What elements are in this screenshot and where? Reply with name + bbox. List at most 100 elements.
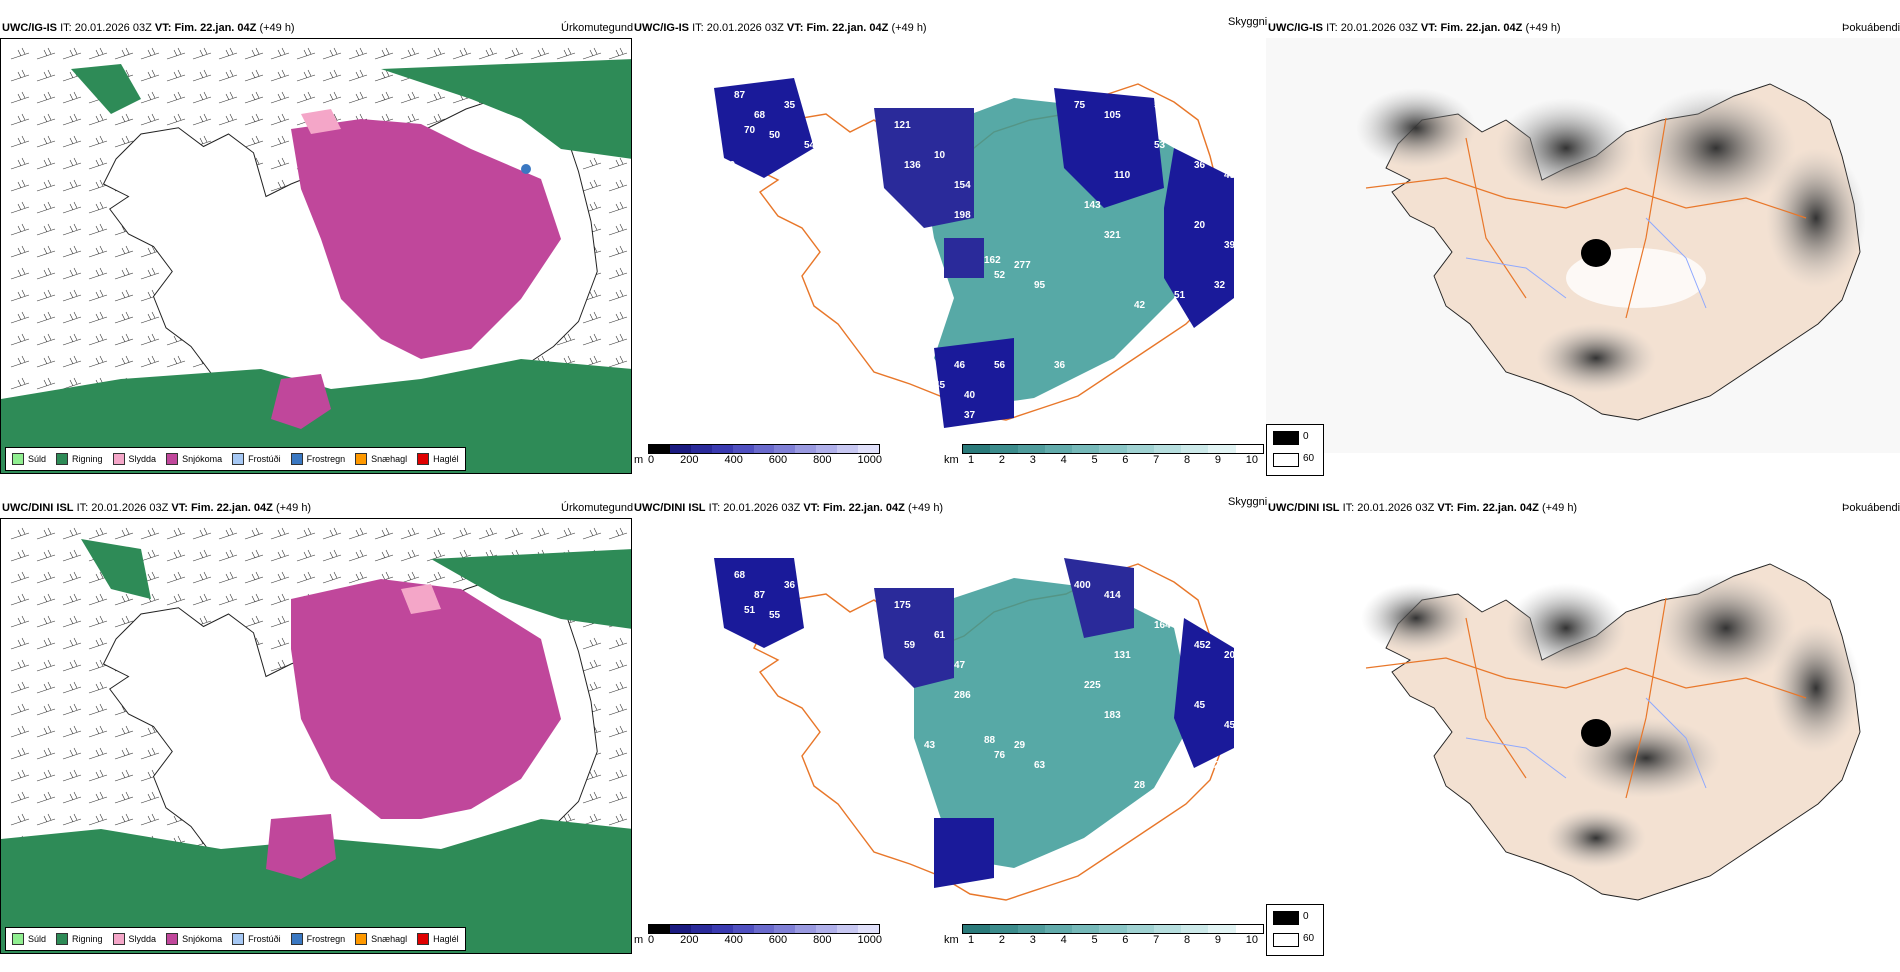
legend-item: Snjókoma — [166, 453, 222, 465]
wind-barb — [62, 333, 82, 346]
wind-barb — [62, 289, 82, 302]
visibility-colorbar-m: m 0 200 400 600 800 1000 — [634, 444, 882, 472]
river-network — [1465, 697, 1707, 789]
wind-barb — [36, 311, 56, 324]
wind-barb — [62, 571, 82, 584]
wind-barb — [244, 527, 264, 540]
wind-barb — [374, 47, 394, 60]
wind-barb — [218, 91, 238, 104]
wind-barb — [10, 311, 30, 324]
colorbar-segment — [816, 925, 838, 933]
low-visibility-center — [944, 238, 984, 278]
fog-legend-swatch-light — [1273, 933, 1299, 947]
valid-label: VT: — [154, 22, 172, 34]
visibility-map[interactable]: 68 87 36 51 55 76 76 86 175 59 61 47 286 400 414 56 164 1… — [634, 518, 1264, 933]
wind-barb — [166, 571, 186, 584]
colorbar-segment — [732, 925, 754, 933]
visibility-labels: 68 87 36 51 55 76 76 86 175 59 61 47 286 400 414 56 164 1… — [724, 570, 1246, 821]
wind-barb — [166, 527, 186, 540]
colorbar-tick-label: 5 — [1091, 934, 1098, 946]
wind-barb — [608, 289, 628, 302]
legend-label: Snæhagl — [371, 454, 408, 464]
wind-barb — [426, 47, 446, 60]
low-visibility-s — [934, 818, 994, 888]
init-label: IT: — [692, 22, 704, 34]
wind-barb — [36, 527, 56, 540]
wind-barb — [244, 135, 264, 148]
wind-barb — [36, 769, 56, 782]
wind-barb — [88, 703, 108, 716]
legend-item: Slydda — [112, 933, 157, 945]
wind-barb — [62, 527, 82, 540]
wind-barb — [10, 703, 30, 716]
legend-item: Snjókoma — [166, 933, 222, 945]
colorbar-segment — [1126, 445, 1154, 453]
precip-type-map[interactable]: Súld Rigning Slydda Snjókoma Frostúði Frostre… — [0, 518, 632, 954]
wind-barb — [114, 267, 134, 280]
colorbar-tick-label: 800 — [813, 934, 832, 946]
visibility-value-label: 67 — [1234, 740, 1246, 751]
wind-barb — [530, 527, 550, 540]
wind-barb — [114, 113, 134, 126]
wind-barb — [36, 245, 56, 258]
visibility-value-label: 76 — [804, 620, 816, 631]
fog-area-nw — [1361, 583, 1471, 653]
visibility-value-label: 47 — [954, 660, 966, 671]
sleet-patches — [301, 109, 341, 134]
road-network — [1365, 117, 1807, 319]
wind-barb — [582, 157, 602, 170]
fog-area-e — [1771, 623, 1861, 753]
wind-barb — [10, 527, 30, 540]
colorbar-segment — [837, 445, 859, 453]
wind-barb — [10, 355, 30, 368]
legend-label: Slydda — [128, 934, 157, 944]
precip-type-map[interactable]: Súld Rigning Slydda Snjókoma Frostúði Frostre… — [0, 38, 632, 474]
wind-barb — [608, 245, 628, 258]
init-value: 20.01.2026 03Z — [74, 22, 152, 34]
visibility-value-label: 90 — [724, 160, 736, 171]
lead-time: (+49 h) — [259, 22, 295, 34]
wind-barb — [270, 615, 290, 628]
wind-barb — [10, 747, 30, 760]
valid-value: Fim. 22.jan. 04Z — [174, 22, 257, 34]
wind-barb — [62, 223, 82, 236]
wind-barb — [62, 377, 82, 390]
visibility-value-label: 452 — [1194, 640, 1211, 651]
precip-type-legend: Súld Rigning Slydda Snjókoma Frostúði Frostre… — [5, 447, 466, 471]
wind-barb — [270, 47, 290, 60]
colorbar-segment — [774, 445, 796, 453]
wind-barb — [192, 47, 212, 60]
legend-swatch — [232, 933, 245, 945]
colorbar-km-bar — [962, 444, 1264, 454]
fog-area-n — [1506, 583, 1626, 673]
visibility-map[interactable]: 87 68 35 70 50 54 90 89 121 136 10 154 198 75 105 56 53 1… — [634, 38, 1264, 453]
wind-barb — [608, 637, 628, 650]
wind-barb — [192, 69, 212, 82]
wind-barb — [582, 527, 602, 540]
colorbar-tick-label: 3 — [1029, 934, 1036, 946]
fog-legend-swatch-light — [1273, 453, 1299, 467]
colorbar-segment — [1017, 925, 1045, 933]
colorbar-segment — [1153, 925, 1182, 933]
wind-barb — [582, 659, 602, 672]
wind-barb — [582, 311, 602, 324]
visibility-value-label: 45 — [1224, 720, 1236, 731]
visibility-value-label: 400 — [1074, 580, 1091, 591]
fog-index-map[interactable] — [1266, 518, 1900, 933]
wind-barb — [166, 113, 186, 126]
wind-barb — [10, 267, 30, 280]
wind-barb — [36, 637, 56, 650]
wind-barb — [296, 47, 316, 60]
wind-barb — [62, 747, 82, 760]
colorbar-m-unit: m — [634, 454, 644, 466]
visibility-value-label: 136 — [904, 160, 921, 171]
fog-index-map[interactable] — [1266, 38, 1900, 453]
rain-area-north — [381, 59, 631, 159]
fog-area-e — [1766, 148, 1866, 288]
wind-barb — [10, 813, 30, 826]
panel-title-fog-index: Þokuábendi — [1842, 22, 1900, 34]
colorbar-segment — [690, 445, 712, 453]
wind-barb — [10, 615, 30, 628]
legend-item: Frostúði — [232, 453, 281, 465]
wind-barb — [114, 289, 134, 302]
